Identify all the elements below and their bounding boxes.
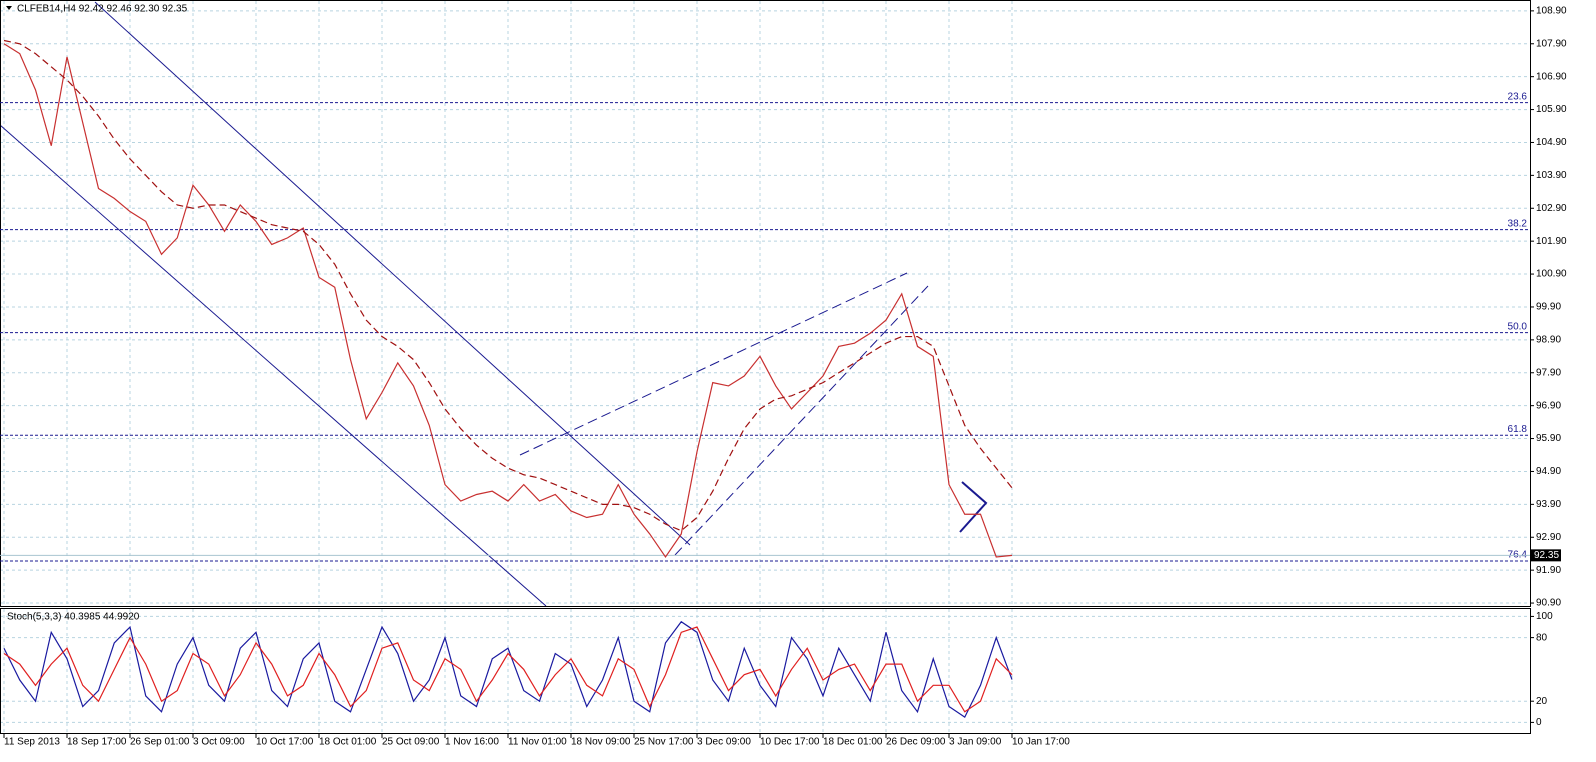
y-tick-label: 93.90	[1536, 499, 1561, 510]
x-tick-label: 10 Jan 17:00	[1012, 737, 1070, 748]
x-tick-label: 26 Dec 09:00	[886, 737, 946, 748]
series-line	[3, 620, 1013, 718]
x-tick-label: 10 Oct 17:00	[256, 737, 314, 748]
trend-lines	[0, 1, 988, 607]
y-tick-label: 108.90	[1536, 6, 1567, 17]
y-tick-label: 98.90	[1536, 335, 1561, 346]
y-tick-label: 96.90	[1536, 400, 1561, 411]
y-tick-label: 94.90	[1536, 466, 1561, 477]
x-tick-label: 11 Sep 2013	[4, 737, 60, 748]
series-line	[3, 626, 1013, 713]
x-tick-label: 25 Oct 09:00	[382, 737, 440, 748]
menu-arrow	[6, 6, 12, 10]
y-tick-label: 105.90	[1536, 104, 1567, 115]
fib-label: 23.6	[1508, 91, 1528, 102]
x-tick-label: 26 Sep 01:00	[130, 737, 190, 748]
stoch-frame	[0, 608, 1531, 734]
y-tick-label: 104.90	[1536, 137, 1567, 148]
y-tick-label: 103.90	[1536, 170, 1567, 181]
x-tick-label: 3 Oct 09:00	[193, 737, 245, 748]
y-tick-label: 99.90	[1536, 302, 1561, 313]
fib-label: 38.2	[1508, 218, 1528, 229]
y-tick-label: 80	[1536, 632, 1548, 643]
x-tick-label: 18 Sep 17:00	[67, 737, 127, 748]
y-tick-label: 107.90	[1536, 38, 1567, 49]
x-tick-label: 1 Nov 16:00	[445, 737, 499, 748]
x-tick-label: 11 Nov 01:00	[508, 737, 567, 748]
channel-upper	[94, 1, 691, 546]
y-tick-label: 100	[1536, 611, 1553, 622]
chart-title: CLFEB14,H4 92.42 92.46 92.30 92.35	[17, 4, 188, 15]
x-tick-label: 3 Dec 09:00	[697, 737, 751, 748]
y-tick-label: 100.90	[1536, 269, 1567, 280]
series-line	[3, 43, 1013, 559]
y-tick-label: 102.90	[1536, 203, 1567, 214]
channel-lower	[0, 124, 547, 607]
x-tick-label: 18 Oct 01:00	[319, 737, 377, 748]
x-tick-label: 25 Nov 17:00	[634, 737, 694, 748]
main-grid	[0, 1, 1530, 607]
y-tick-label: 97.90	[1536, 367, 1561, 378]
fib-label: 61.8	[1508, 424, 1528, 435]
triangle	[959, 481, 988, 533]
y-tick-label: 106.90	[1536, 71, 1567, 82]
x-tick-label: 10 Dec 17:00	[760, 737, 820, 748]
wedge-upper	[519, 272, 908, 456]
x-tick-label: 18 Dec 01:00	[823, 737, 883, 748]
x-tick-label: 3 Jan 09:00	[949, 737, 1002, 748]
last-price-label: 92.35	[1534, 550, 1559, 561]
fib-label: 50.0	[1508, 321, 1528, 332]
y-tick-label: 20	[1536, 696, 1548, 707]
main-frame	[0, 0, 1531, 607]
y-tick-label: 91.90	[1536, 565, 1561, 576]
y-tick-label: 92.90	[1536, 532, 1561, 543]
y-tick-label: 0	[1536, 717, 1542, 728]
last-price-box	[1531, 549, 1561, 562]
x-tick-label: 18 Nov 09:00	[571, 737, 631, 748]
stoch-title: Stoch(5,3,3) 40.3985 44.9920	[7, 612, 140, 623]
y-tick-label: 95.90	[1536, 433, 1561, 444]
stoch-grid	[0, 609, 1530, 733]
series-line	[3, 39, 1013, 532]
y-tick-label: 101.90	[1536, 236, 1567, 247]
wedge-lower	[674, 285, 929, 556]
y-tick-label: 90.90	[1536, 598, 1561, 609]
